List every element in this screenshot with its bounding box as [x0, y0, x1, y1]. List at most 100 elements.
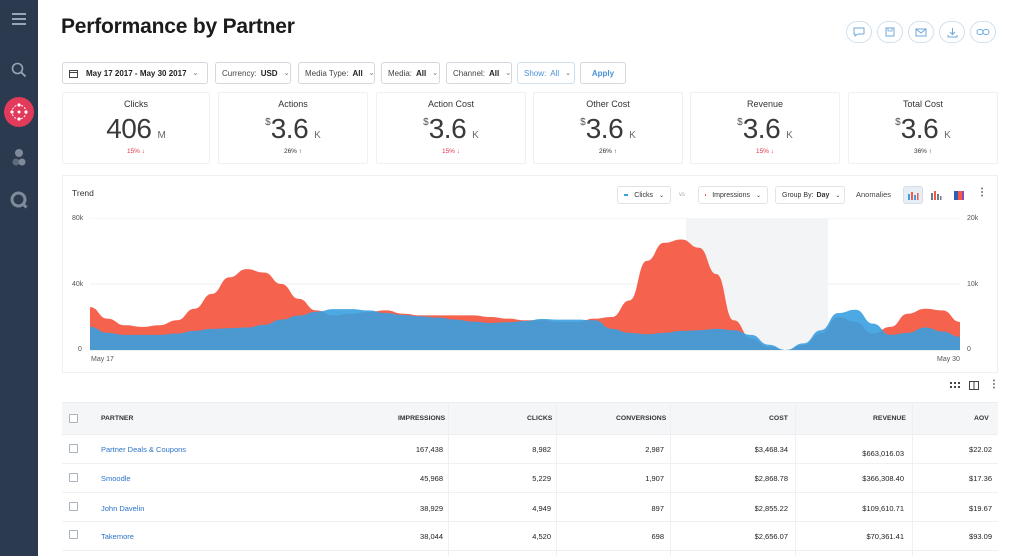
kpi-currency: $ [737, 117, 743, 128]
x-start-label: May 17 [91, 356, 114, 363]
row-checkbox[interactable] [69, 530, 78, 539]
cost-cell: $2,656.07 [754, 532, 788, 541]
row-checkbox[interactable] [69, 502, 78, 511]
bar-chart-view-button[interactable] [926, 186, 946, 204]
series-area-clicks [90, 309, 960, 350]
partner-link[interactable]: John Davelin [101, 504, 145, 513]
arrow-down-icon: ↓ [456, 148, 461, 155]
partners-icon[interactable] [4, 97, 34, 127]
column-header-cost[interactable]: COST [769, 415, 788, 422]
y-left-tick: 0 [78, 346, 82, 353]
kpi-label: Other Cost [586, 99, 630, 109]
anomalies-toggle[interactable]: Anomalies [856, 190, 892, 199]
search-icon[interactable] [0, 60, 38, 80]
media-type-select[interactable]: Media Type: All ⌄ [298, 62, 375, 84]
kpi-delta-value: 26% [598, 148, 612, 155]
chevron-down-icon: ⌄ [835, 192, 841, 199]
kpi-value: $3.6 K [219, 113, 367, 145]
columns-icon[interactable] [969, 381, 979, 393]
column-divider [795, 402, 796, 556]
chevron-down-icon: ⌄ [658, 192, 664, 199]
partner-link[interactable]: Takemore [101, 532, 134, 541]
impressions-cell: 167,438 [415, 445, 443, 454]
table-header [62, 402, 998, 435]
partner-link[interactable]: Partner Deals & Coupons [101, 445, 187, 454]
column-header-partner[interactable]: PARTNER [101, 415, 134, 422]
y-right-tick: 0 [967, 346, 971, 353]
grid-view-icon[interactable] [950, 382, 960, 392]
partner-link[interactable]: Smoodle [101, 474, 131, 483]
conversions-cell: 1,907 [645, 474, 664, 483]
stacked-chart-icon [954, 191, 964, 200]
email-button[interactable] [908, 21, 934, 43]
query-icon[interactable] [0, 188, 38, 212]
metric-a-label: Clicks [634, 191, 653, 199]
column-header-revenue[interactable]: REVENUE [873, 415, 906, 422]
column-header-clicks[interactable]: CLICKS [527, 415, 553, 422]
download-button[interactable] [939, 21, 965, 43]
group-by-value: Day [816, 191, 830, 199]
chevron-down-icon: ⌄ [505, 70, 512, 77]
chevron-down-icon: ⌄ [192, 70, 199, 77]
group-by-label: Group By: [782, 191, 814, 199]
series-swatch [705, 194, 707, 196]
column-header-impressions[interactable]: IMPRESSIONS [398, 415, 446, 422]
kpi-number: 3.6 [428, 113, 467, 144]
y-right-tick: 20k [967, 215, 979, 222]
date-range-value: May 17 2017 - May 30 2017 [86, 68, 187, 78]
users-icon[interactable] [0, 146, 38, 170]
series-swatch [624, 194, 629, 196]
media-select[interactable]: Media: All ⌄ [381, 62, 440, 84]
column-header-conversions[interactable]: CONVERSIONS [616, 415, 667, 422]
select-all-checkbox[interactable] [69, 414, 78, 423]
clicks-cell: 4,520 [532, 532, 551, 541]
table-more-icon[interactable]: ⋮ [989, 379, 999, 390]
show-select[interactable]: Show: All ⌄ [517, 62, 575, 84]
group-by-select[interactable]: Group By: Day ⌄ [775, 186, 845, 204]
chevron-down-icon: ⌄ [565, 70, 571, 77]
link-button[interactable] [970, 21, 996, 43]
apply-button[interactable]: Apply [580, 62, 626, 84]
channel-label: Channel: [453, 68, 486, 78]
kpi-currency: $ [895, 117, 901, 128]
kpi-number: 3.6 [585, 113, 624, 144]
comment-icon [853, 27, 865, 37]
metric-a-select[interactable]: Clicks ⌄ [617, 186, 671, 204]
channel-select[interactable]: Channel: All ⌄ [446, 62, 512, 84]
metric-b-select[interactable]: Impressions ⌄ [698, 186, 768, 204]
kpi-label: Revenue [746, 99, 784, 109]
download-icon [947, 27, 957, 37]
column-header-aov[interactable]: AOV [974, 415, 989, 422]
stacked-chart-view-button[interactable] [949, 186, 969, 204]
currency-select[interactable]: Currency: USD ⌄ [215, 62, 291, 84]
kpi-label: Total Cost [902, 99, 944, 109]
kpi-unit: K [786, 130, 793, 141]
cost-cell: $2,855.22 [754, 504, 788, 513]
kpi-value: $3.6 K [691, 113, 839, 145]
column-divider [670, 402, 671, 556]
kpi-label: Action Cost [427, 99, 475, 109]
table-row[interactable] [62, 435, 998, 464]
table-row[interactable] [62, 522, 998, 551]
metric-b-label: Impressions [712, 191, 750, 199]
save-button[interactable] [877, 21, 903, 43]
kpi-unit: K [944, 130, 951, 141]
date-range-picker[interactable]: May 17 2017 - May 30 2017 ⌄ [62, 62, 208, 84]
kpi-value: $3.6 K [849, 113, 997, 145]
area-chart-view-button[interactable] [903, 186, 923, 204]
row-checkbox[interactable] [69, 444, 78, 453]
table-row[interactable] [62, 493, 998, 522]
more-options-icon[interactable]: ⋮ [977, 187, 987, 198]
kpi-number: 3.6 [742, 113, 781, 144]
kpi-card: Action Cost $3.6 K 15% ↓ [376, 92, 526, 164]
menu-icon[interactable] [0, 8, 38, 30]
kpi-delta-value: 15% [441, 148, 455, 155]
clicks-cell: 5,229 [532, 474, 551, 483]
row-checkbox[interactable] [69, 473, 78, 482]
comment-button[interactable] [846, 21, 872, 43]
kpi-currency: $ [265, 117, 271, 128]
arrow-up-icon: ↑ [298, 148, 303, 155]
trend-title: Trend [72, 188, 94, 198]
y-right-tick: 10k [967, 281, 979, 288]
table-row[interactable] [62, 464, 998, 493]
